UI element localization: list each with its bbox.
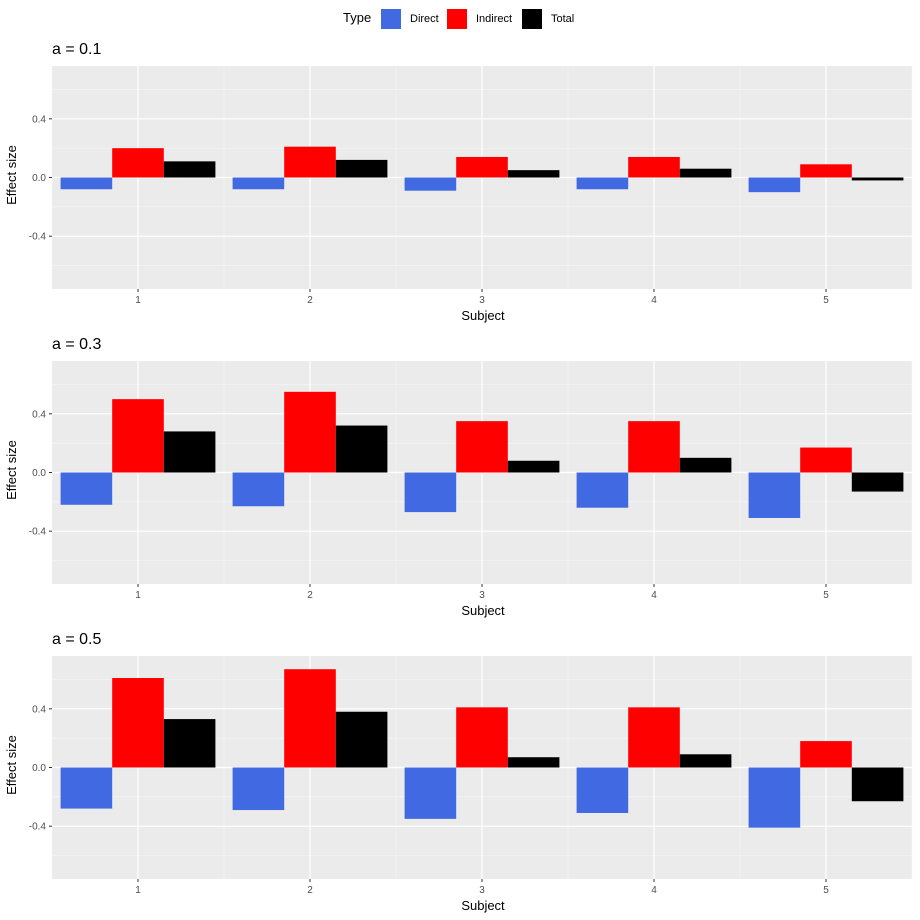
bar-direct-subject-3 (404, 177, 457, 191)
bar-direct-subject-1 (60, 177, 113, 190)
bar-indirect-subject-5 (800, 447, 852, 473)
legend-swatch-direct (381, 9, 401, 29)
legend-label-direct: Direct (410, 13, 439, 25)
chart-svg-a-0-3: a = 0.3 -0.4 0.0 0.4 1 2 3 4 5 Subject Effect s… (4, 336, 913, 618)
bar-direct-subject-2 (232, 767, 285, 811)
x-tick-label: 1 (135, 590, 141, 601)
y-tick-label: 0.4 (32, 114, 46, 125)
bar-indirect-subject-4 (628, 707, 680, 768)
y-tick-label: -0.4 (29, 232, 47, 243)
panel-a-0-5: a = 0.5 -0.4 0.0 0.4 1 2 3 4 5 Subject Effect s… (0, 622, 920, 917)
chart-svg-a-0-1: a = 0.1 -0.4 0.0 0.4 1 2 3 4 5 Subject Effect s… (4, 41, 913, 323)
x-tick-label: 3 (479, 590, 485, 601)
bar-indirect-subject-5 (800, 164, 852, 178)
bar-direct-subject-1 (60, 767, 113, 809)
bar-indirect-subject-4 (628, 156, 680, 178)
x-tick-label: 4 (651, 590, 657, 601)
x-tick-label: 3 (479, 295, 485, 306)
panel-a-0-3: a = 0.3 -0.4 0.0 0.4 1 2 3 4 5 Subject Effect s… (0, 327, 920, 622)
bar-indirect-subject-2 (284, 669, 336, 768)
legend: Type Direct Indirect Total (0, 6, 920, 30)
bar-total-subject-4 (679, 754, 732, 768)
y-tick-label: 0.4 (32, 704, 46, 715)
bar-total-subject-1 (163, 719, 216, 768)
y-tick-label: 0.0 (32, 173, 46, 184)
bar-indirect-subject-3 (456, 707, 508, 768)
bar-indirect-subject-4 (628, 421, 680, 473)
bar-direct-subject-4 (576, 472, 629, 508)
bar-indirect-subject-1 (112, 678, 164, 768)
plot-area: -0.4 0.0 0.4 1 2 3 4 5 (29, 361, 913, 601)
x-axis-label: Subject (461, 308, 505, 323)
plot-area: -0.4 0.0 0.4 1 2 3 4 5 (29, 66, 913, 306)
bar-total-subject-4 (679, 168, 732, 178)
x-tick-label: 2 (307, 295, 313, 306)
y-tick-label: -0.4 (29, 527, 47, 538)
bar-total-subject-2 (335, 711, 388, 768)
chart-svg-a-0-5: a = 0.5 -0.4 0.0 0.4 1 2 3 4 5 Subject Effect s… (4, 631, 913, 913)
y-axis-label: Effect size (4, 735, 19, 795)
bar-direct-subject-5 (748, 767, 801, 828)
panel-title: a = 0.5 (52, 631, 101, 648)
bar-indirect-subject-2 (284, 146, 336, 178)
x-tick-label: 4 (651, 295, 657, 306)
x-tick-label: 5 (823, 295, 829, 306)
bar-indirect-subject-3 (456, 421, 508, 473)
bar-direct-subject-3 (404, 767, 457, 819)
bar-total-subject-3 (507, 460, 560, 473)
bar-indirect-subject-5 (800, 741, 852, 768)
bar-total-subject-5 (851, 767, 904, 802)
x-tick-label: 2 (307, 885, 313, 896)
bar-total-subject-4 (679, 457, 732, 473)
x-tick-label: 5 (823, 885, 829, 896)
bar-total-subject-2 (335, 159, 388, 178)
panel-title: a = 0.1 (52, 41, 101, 58)
legend-swatch-indirect (447, 9, 467, 29)
y-tick-label: 0.0 (32, 468, 46, 479)
bar-direct-subject-4 (576, 177, 629, 190)
bar-indirect-subject-1 (112, 148, 164, 178)
bar-total-subject-1 (163, 161, 216, 178)
bar-direct-subject-5 (748, 177, 801, 193)
bar-total-subject-5 (851, 177, 904, 181)
bar-direct-subject-4 (576, 767, 629, 813)
y-tick-label: 0.4 (32, 409, 46, 420)
bar-direct-subject-2 (232, 472, 285, 507)
legend-label-total: Total (551, 13, 574, 25)
bar-indirect-subject-1 (112, 399, 164, 473)
y-axis-label: Effect size (4, 145, 19, 205)
bar-indirect-subject-3 (456, 156, 508, 178)
x-axis-label: Subject (461, 603, 505, 618)
legend-title: Type (343, 10, 371, 25)
x-axis-label: Subject (461, 898, 505, 913)
bar-direct-subject-5 (748, 472, 801, 518)
x-tick-label: 3 (479, 885, 485, 896)
bar-direct-subject-1 (60, 472, 113, 505)
y-axis-label: Effect size (4, 440, 19, 500)
bar-direct-subject-3 (404, 472, 457, 513)
x-tick-label: 1 (135, 295, 141, 306)
x-tick-label: 2 (307, 590, 313, 601)
y-tick-label: -0.4 (29, 822, 47, 833)
bar-total-subject-3 (507, 757, 560, 768)
x-tick-label: 4 (651, 885, 657, 896)
x-tick-label: 5 (823, 590, 829, 601)
bar-total-subject-5 (851, 472, 904, 492)
bar-total-subject-3 (507, 170, 560, 178)
bar-total-subject-1 (163, 431, 216, 473)
bar-direct-subject-2 (232, 177, 285, 190)
panel-title: a = 0.3 (52, 336, 101, 353)
y-tick-label: 0.0 (32, 763, 46, 774)
plot-area: -0.4 0.0 0.4 1 2 3 4 5 (29, 656, 913, 896)
panel-a-0-1: a = 0.1 -0.4 0.0 0.4 1 2 3 4 5 Subject Effect s… (0, 32, 920, 327)
legend-swatch-total (522, 9, 542, 29)
bar-total-subject-2 (335, 425, 388, 473)
bar-indirect-subject-2 (284, 391, 336, 473)
legend-label-indirect: Indirect (476, 13, 512, 25)
x-tick-label: 1 (135, 885, 141, 896)
